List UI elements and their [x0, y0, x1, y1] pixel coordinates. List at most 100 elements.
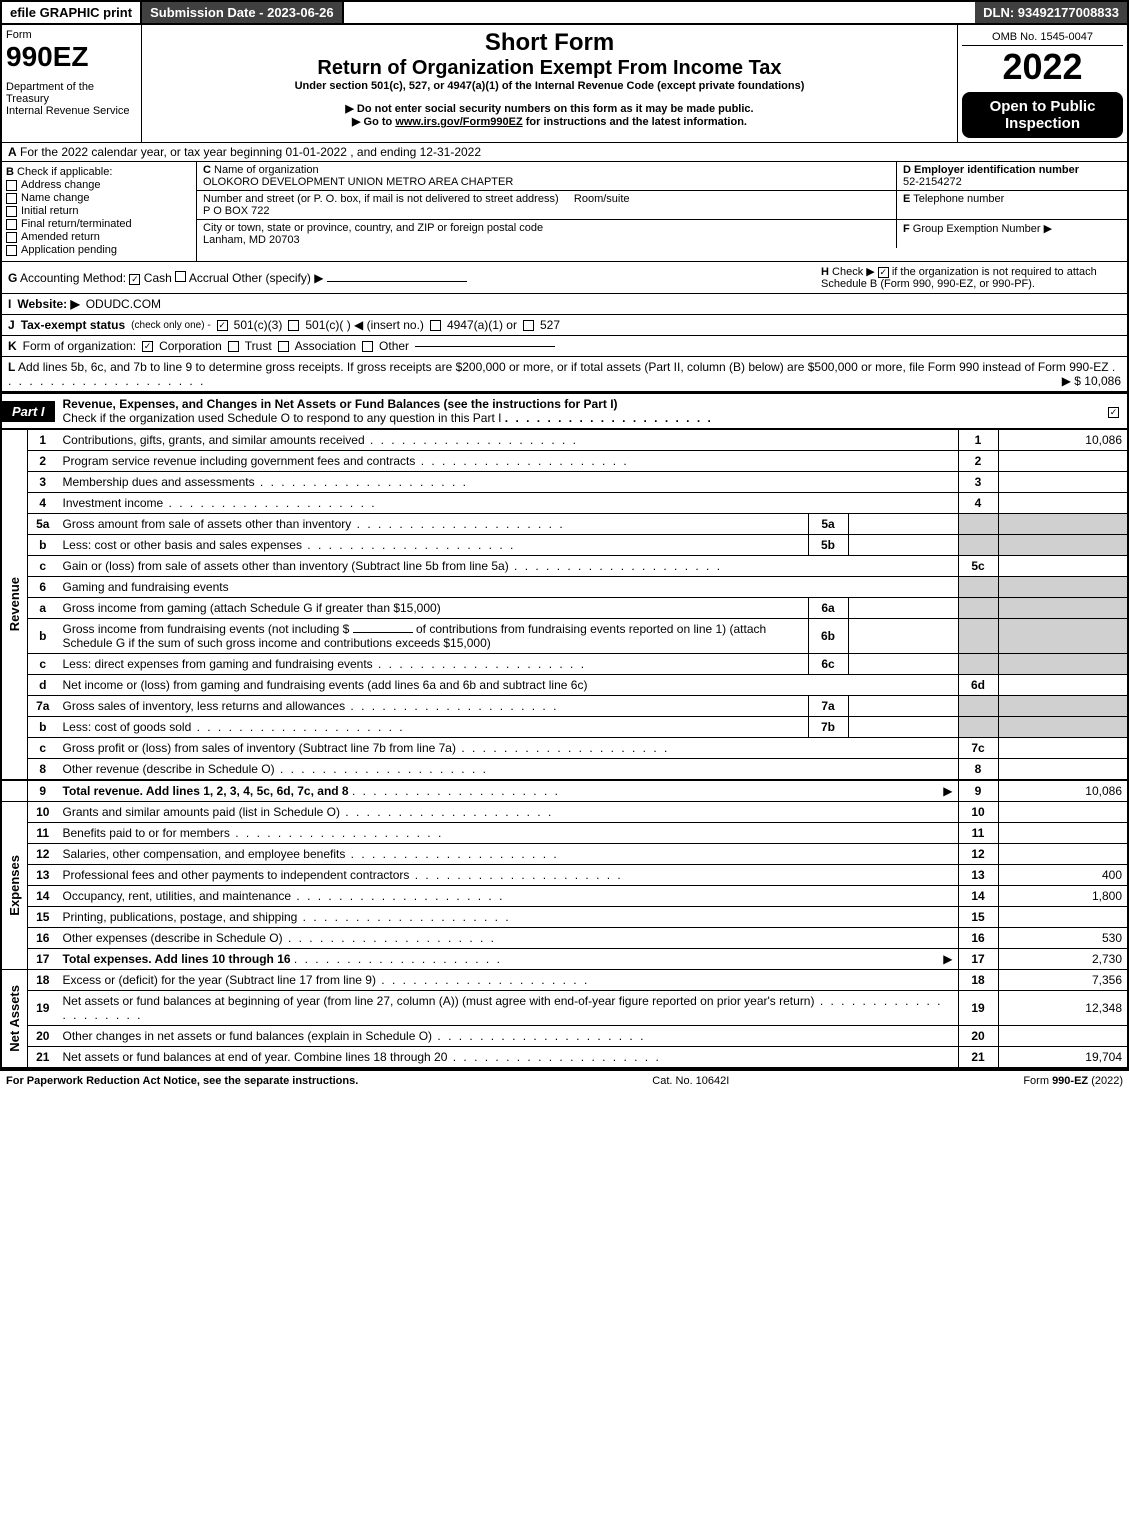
instructions-link[interactable]: www.irs.gov/Form990EZ — [395, 116, 522, 128]
l5a-sub: 5a — [808, 514, 848, 535]
part1-title: Revenue, Expenses, and Changes in Net As… — [55, 394, 1100, 428]
cb-initial-return[interactable]: Initial return — [6, 205, 192, 217]
l15-num: 15 — [958, 907, 998, 928]
l5b-val — [998, 535, 1128, 556]
l17-num: 17 — [958, 949, 998, 970]
efile-print-button[interactable]: efile GRAPHIC print — [2, 2, 142, 23]
line-16: 16 Other expenses (describe in Schedule … — [1, 928, 1128, 949]
line-6c: c Less: direct expenses from gaming and … — [1, 654, 1128, 675]
l19-no: 19 — [28, 991, 58, 1026]
cb-part1-scheduleo[interactable] — [1108, 407, 1119, 418]
l6c-desc: Less: direct expenses from gaming and fu… — [63, 657, 587, 671]
cb-assoc[interactable] — [278, 341, 289, 352]
line-20: 20 Other changes in net assets or fund b… — [1, 1026, 1128, 1047]
c-name-label: Name of organization — [214, 164, 319, 176]
l7a-sub: 7a — [808, 696, 848, 717]
cb-address-change[interactable]: Address change — [6, 179, 192, 191]
line-5b: b Less: cost or other basis and sales ex… — [1, 535, 1128, 556]
sub1: Under section 501(c), 527, or 4947(a)(1)… — [146, 80, 953, 92]
f-label: F — [903, 223, 910, 235]
section-f: F Group Exemption Number ▶ — [897, 220, 1127, 248]
g-other-input[interactable] — [327, 281, 467, 282]
section-i: I Website: ▶ ODUDC.COM — [0, 294, 1129, 315]
l7b-subval — [848, 717, 958, 738]
k-other-input[interactable] — [415, 346, 555, 347]
l1-val: 10,086 — [998, 430, 1128, 451]
line-1: Revenue 1 Contributions, gifts, grants, … — [1, 430, 1128, 451]
section-a-text: For the 2022 calendar year, or tax year … — [20, 145, 481, 159]
e-title: Telephone number — [913, 193, 1004, 205]
footer-center: Cat. No. 10642I — [652, 1075, 729, 1087]
cb-other-org[interactable] — [362, 341, 373, 352]
g-label: G — [8, 271, 17, 285]
cb-final-return[interactable]: Final return/terminated — [6, 218, 192, 230]
l5c-no: c — [28, 556, 58, 577]
l17-no: 17 — [28, 949, 58, 970]
footer-right-post: (2022) — [1091, 1075, 1123, 1087]
line-13: 13 Professional fees and other payments … — [1, 865, 1128, 886]
cb-527[interactable] — [523, 320, 534, 331]
cb-trust[interactable] — [228, 341, 239, 352]
l6-num — [958, 577, 998, 598]
cb-application-pending[interactable]: Application pending — [6, 244, 192, 256]
l7a-val — [998, 696, 1128, 717]
l6b-blank[interactable] — [353, 632, 413, 633]
l6a-no: a — [28, 598, 58, 619]
l2-val — [998, 451, 1128, 472]
cb-amended-return[interactable]: Amended return — [6, 231, 192, 243]
i-title: Website: ▶ — [17, 297, 79, 311]
l16-num: 16 — [958, 928, 998, 949]
cb-final-return-label: Final return/terminated — [21, 218, 132, 230]
l11-num: 11 — [958, 823, 998, 844]
l12-num: 12 — [958, 844, 998, 865]
section-c-street: Number and street (or P. O. box, if mail… — [197, 191, 897, 219]
l7b-val — [998, 717, 1128, 738]
j-c3: 501(c)(3) — [234, 318, 283, 332]
g-accrual: Accrual — [189, 271, 229, 285]
cb-4947[interactable] — [430, 320, 441, 331]
l5a-desc: Gross amount from sale of assets other t… — [63, 517, 565, 531]
cb-cash[interactable] — [129, 274, 140, 285]
header-center: Short Form Return of Organization Exempt… — [142, 25, 957, 142]
sub2: ▶ Do not enter social security numbers o… — [146, 102, 953, 115]
section-cde: C Name of organization OLOKORO DEVELOPME… — [197, 162, 1127, 261]
l7a-no: 7a — [28, 696, 58, 717]
l9-arrow: ▶ — [943, 784, 952, 798]
footer-right-pre: Form — [1023, 1075, 1052, 1087]
j-label: J — [8, 318, 15, 332]
l6b-subval — [848, 619, 958, 654]
l6a-desc: Gross income from gaming (attach Schedul… — [58, 598, 809, 619]
line-6a: a Gross income from gaming (attach Sched… — [1, 598, 1128, 619]
l6d-no: d — [28, 675, 58, 696]
k-trust: Trust — [245, 339, 272, 353]
l7a-desc: Gross sales of inventory, less returns a… — [63, 699, 559, 713]
l12-desc: Salaries, other compensation, and employ… — [63, 847, 559, 861]
org-name: OLOKORO DEVELOPMENT UNION METRO AREA CHA… — [203, 176, 513, 188]
cb-501c[interactable] — [288, 320, 299, 331]
part1-header: Part I Revenue, Expenses, and Changes in… — [0, 392, 1129, 430]
ein: 52-2154272 — [903, 176, 962, 188]
cb-corp[interactable] — [142, 341, 153, 352]
l2-num: 2 — [958, 451, 998, 472]
topbar: efile GRAPHIC print Submission Date - 20… — [0, 0, 1129, 25]
l21-no: 21 — [28, 1047, 58, 1069]
section-k: K Form of organization: Corporation Trus… — [0, 336, 1129, 357]
cb-h[interactable] — [878, 267, 889, 278]
k-label: K — [8, 339, 17, 353]
submission-date: Submission Date - 2023-06-26 — [142, 2, 344, 23]
l18-no: 18 — [28, 970, 58, 991]
l1-desc: Contributions, gifts, grants, and simila… — [63, 433, 579, 447]
cb-name-change-label: Name change — [21, 192, 90, 204]
line-5c: c Gain or (loss) from sale of assets oth… — [1, 556, 1128, 577]
cb-name-change[interactable]: Name change — [6, 192, 192, 204]
cb-501c3[interactable] — [217, 320, 228, 331]
j-c: 501(c)( ) ◀ (insert no.) — [305, 318, 424, 332]
line-7a: 7a Gross sales of inventory, less return… — [1, 696, 1128, 717]
side-rev-end — [1, 780, 28, 802]
cb-accrual[interactable] — [175, 271, 186, 282]
sub3-pre: ▶ Go to — [352, 116, 395, 128]
line-18: Net Assets 18 Excess or (deficit) for th… — [1, 970, 1128, 991]
side-netassets: Net Assets — [1, 970, 28, 1069]
l16-no: 16 — [28, 928, 58, 949]
section-h: H Check ▶ if the organization is not req… — [821, 265, 1121, 290]
